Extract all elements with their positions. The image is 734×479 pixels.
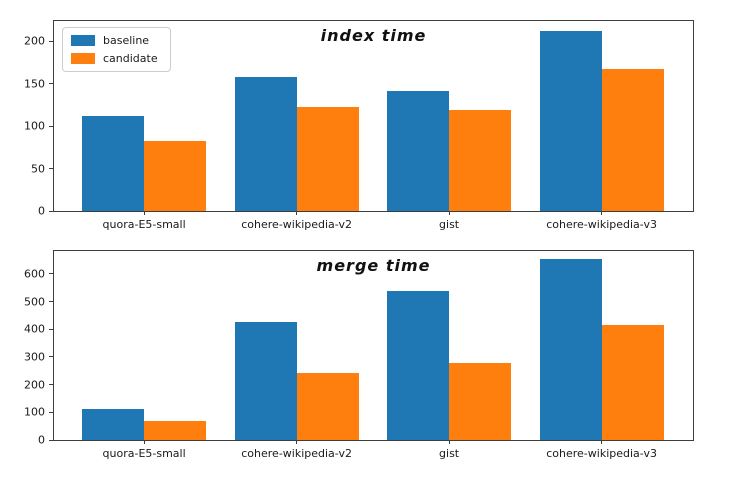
bar-baseline-quora-E5-small [82,408,145,440]
x-tick-label-gist: gist [439,218,460,231]
x-tick-mark [296,440,298,444]
x-tick-label-cohere-wikipedia-v3: cohere-wikipedia-v3 [546,218,657,231]
y-tick-mark [49,210,53,212]
legend-label-candidate: candidate [103,52,158,65]
x-tick-mark [296,211,298,215]
y-tick-mark [49,125,53,127]
x-tick-label-gist: gist [439,447,460,460]
y-tick-label: 500 [24,295,45,309]
legend-swatch-baseline-icon [71,35,95,46]
x-tick-label-cohere-wikipedia-v2: cohere-wikipedia-v2 [241,218,352,231]
y-tick-mark [49,273,53,275]
y-tick-label: 0 [38,204,45,218]
legend-label-baseline: baseline [103,34,150,47]
bar-candidate-cohere-wikipedia-v2 [296,106,359,211]
x-tick-mark [601,211,603,215]
x-tick-mark [143,440,145,444]
x-tick-label-quora-E5-small: quora-E5-small [102,218,186,231]
x-tick-label-cohere-wikipedia-v3: cohere-wikipedia-v3 [546,447,657,460]
bar-baseline-cohere-wikipedia-v2 [234,76,297,211]
bar-baseline-quora-E5-small [82,116,145,211]
y-tick-label: 0 [38,433,45,447]
y-tick-mark [49,301,53,303]
bar-candidate-cohere-wikipedia-v2 [296,373,359,440]
y-tick-mark [49,40,53,42]
y-tick-label: 300 [24,350,45,364]
bar-baseline-gist [387,291,450,440]
y-tick-mark [49,328,53,330]
y-tick-label: 150 [24,77,45,91]
bar-candidate-cohere-wikipedia-v3 [601,68,664,211]
y-tick-label: 600 [24,267,45,281]
chart-title-index-time: index time [320,26,427,45]
y-tick-label: 50 [31,162,45,176]
y-tick-label: 100 [24,119,45,133]
y-tick-label: 200 [24,378,45,392]
bar-candidate-quora-E5-small [144,141,207,211]
x-tick-mark [448,211,450,215]
x-tick-mark [601,440,603,444]
bar-candidate-gist [449,110,512,211]
x-tick-mark [448,440,450,444]
y-tick-mark [49,439,53,441]
y-tick-mark [49,356,53,358]
legend-item-baseline: baseline [71,34,158,47]
y-tick-mark [49,83,53,85]
axes-merge-time: merge time 0 100 200 300 400 500 600 quora-E5-s… [24,250,694,460]
chart-title-merge-time: merge time [316,256,431,275]
y-tick-mark [49,168,53,170]
bar-candidate-cohere-wikipedia-v3 [601,324,664,440]
bar-candidate-quora-E5-small [144,420,207,440]
y-tick-label: 100 [24,405,45,419]
axes-index-time: index time baseline candidate 0 50 100 150 2… [24,20,694,231]
y-tick-label: 200 [24,34,45,48]
y-tick-label: 400 [24,322,45,336]
legend: baseline candidate [62,27,171,72]
x-tick-mark [143,211,145,215]
legend-item-candidate: candidate [71,52,158,65]
bar-baseline-gist [387,90,450,211]
legend-swatch-candidate-icon [71,53,95,64]
x-tick-label-quora-E5-small: quora-E5-small [102,447,186,460]
x-tick-label-cohere-wikipedia-v2: cohere-wikipedia-v2 [241,447,352,460]
bar-baseline-cohere-wikipedia-v3 [539,259,602,440]
y-tick-mark [49,411,53,413]
bar-candidate-gist [449,363,512,440]
y-tick-mark [49,384,53,386]
bar-baseline-cohere-wikipedia-v2 [234,321,297,440]
bar-baseline-cohere-wikipedia-v3 [539,31,602,211]
